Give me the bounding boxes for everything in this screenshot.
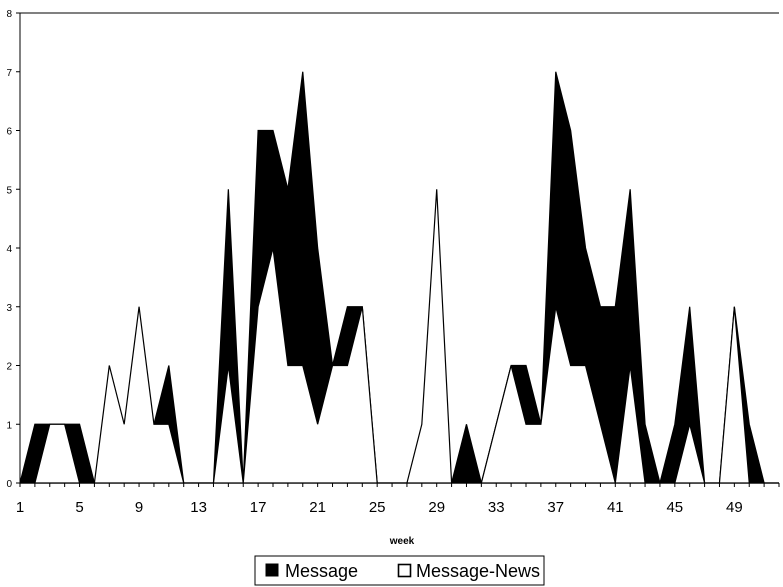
data-point-message-week-42 bbox=[630, 189, 631, 190]
data-point-message-news-week-18 bbox=[272, 247, 273, 248]
y-tick-label: 7 bbox=[6, 68, 12, 79]
data-point-message-week-21 bbox=[317, 247, 318, 248]
data-point-message-news-week-10 bbox=[153, 424, 154, 425]
y-tick-label: 0 bbox=[6, 479, 12, 490]
data-point-message-news-week-42 bbox=[630, 365, 631, 366]
data-point-message-news-week-17 bbox=[258, 306, 259, 307]
legend-label-message-news: Message-News bbox=[416, 561, 540, 581]
x-tick-label: 25 bbox=[369, 499, 386, 516]
data-point-message-news-week-23 bbox=[347, 365, 348, 366]
data-point-message-news-week-24 bbox=[362, 306, 363, 307]
data-point-message-week-11 bbox=[168, 365, 169, 366]
data-point-message-week-43 bbox=[644, 424, 645, 425]
x-tick-label: 33 bbox=[488, 499, 505, 516]
x-tick-label: 13 bbox=[190, 499, 207, 516]
data-point-message-week-31 bbox=[466, 424, 467, 425]
data-point-message-news-week-36 bbox=[540, 424, 541, 425]
data-point-message-news-week-3 bbox=[49, 424, 50, 425]
data-point-message-week-17 bbox=[258, 130, 259, 131]
data-point-message-news-week-46 bbox=[689, 424, 690, 425]
data-point-message-week-39 bbox=[585, 247, 586, 248]
x-tick-label: 49 bbox=[726, 499, 743, 516]
data-point-message-news-week-38 bbox=[570, 365, 571, 366]
data-point-message-week-20 bbox=[302, 71, 303, 72]
legend-swatch-message-news bbox=[397, 563, 412, 578]
y-tick-label: 8 bbox=[6, 9, 12, 20]
y-tick-label: 3 bbox=[6, 303, 12, 314]
y-tick-label: 4 bbox=[6, 244, 12, 255]
x-axis-label: week bbox=[389, 536, 415, 547]
data-point-message-week-50 bbox=[749, 424, 750, 425]
data-point-message-week-19 bbox=[287, 189, 288, 190]
data-point-message-week-41 bbox=[615, 306, 616, 307]
x-tick-label: 29 bbox=[428, 499, 445, 516]
data-point-message-news-week-11 bbox=[168, 424, 169, 425]
x-tick-label: 5 bbox=[75, 499, 83, 516]
y-tick-label: 5 bbox=[6, 185, 12, 196]
y-tick-label: 2 bbox=[6, 362, 12, 373]
data-point-message-news-week-34 bbox=[511, 365, 512, 366]
legend-label-message: Message bbox=[285, 561, 358, 581]
data-point-message-news-week-49 bbox=[734, 306, 735, 307]
x-tick-label: 9 bbox=[135, 499, 143, 516]
x-axis: 1 5 9 13 17 21 25 29 33 37 41 45 49 bbox=[16, 483, 780, 516]
data-point-message-news-week-33 bbox=[496, 424, 497, 425]
data-point-message-news-week-20 bbox=[302, 365, 303, 366]
y-tick-label: 1 bbox=[6, 420, 12, 431]
data-point-message-news-week-21 bbox=[317, 424, 318, 425]
x-tick-label: 17 bbox=[250, 499, 267, 516]
data-point-message-week-5 bbox=[79, 424, 80, 425]
data-point-message-week-40 bbox=[600, 306, 601, 307]
x-tick-label: 45 bbox=[666, 499, 683, 516]
data-point-message-week-2 bbox=[34, 424, 35, 425]
data-point-message-news-week-22 bbox=[332, 365, 333, 366]
data-point-message-news-week-9 bbox=[138, 306, 139, 307]
data-point-message-news-week-35 bbox=[525, 424, 526, 425]
y-axis: 0 1 2 3 4 5 6 7 8 bbox=[6, 9, 20, 490]
data-point-message-news-week-4 bbox=[64, 424, 65, 425]
x-tick-label: 37 bbox=[547, 499, 564, 516]
data-point-message-news-week-7 bbox=[109, 365, 110, 366]
y-tick-label: 6 bbox=[6, 127, 12, 138]
data-point-message-week-15 bbox=[228, 189, 229, 190]
data-point-message-news-week-29 bbox=[436, 189, 437, 190]
data-point-message-week-38 bbox=[570, 130, 571, 131]
data-point-message-news-week-37 bbox=[555, 306, 556, 307]
x-tick-label: 1 bbox=[16, 499, 24, 516]
data-point-message-week-23 bbox=[347, 306, 348, 307]
x-tick-label: 21 bbox=[309, 499, 326, 516]
data-point-message-week-46 bbox=[689, 306, 690, 307]
data-point-message-week-45 bbox=[674, 424, 675, 425]
data-point-message-week-37 bbox=[555, 71, 556, 72]
series-area-message-news bbox=[20, 189, 779, 484]
x-tick-label: 41 bbox=[607, 499, 624, 516]
plot-area bbox=[19, 12, 779, 484]
data-point-message-news-week-28 bbox=[421, 424, 422, 425]
data-point-message-week-18 bbox=[272, 130, 273, 131]
data-point-message-news-week-19 bbox=[287, 365, 288, 366]
legend-swatch-message bbox=[265, 563, 279, 577]
legend: Message Message-News bbox=[254, 555, 545, 586]
data-point-message-news-week-15 bbox=[228, 365, 229, 366]
data-point-message-news-week-39 bbox=[585, 365, 586, 366]
data-point-message-week-35 bbox=[525, 365, 526, 366]
data-point-message-news-week-8 bbox=[124, 424, 125, 425]
data-point-message-news-week-40 bbox=[600, 424, 601, 425]
